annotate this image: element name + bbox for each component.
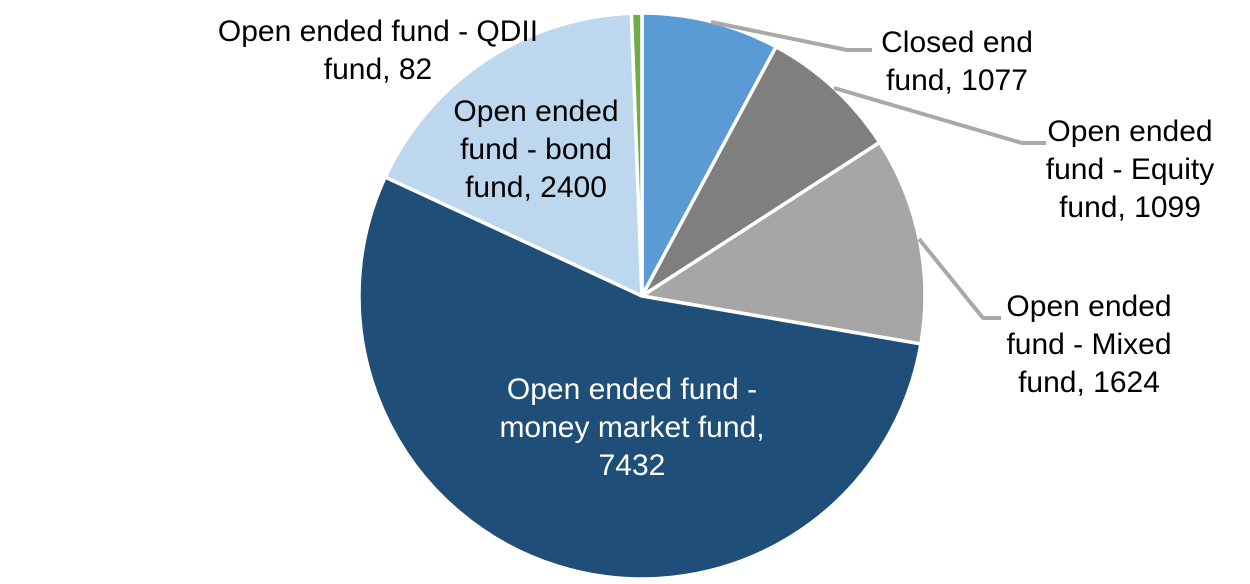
pie-slice-open-ended-fund-bond-fund xyxy=(383,11,644,298)
label-line: fund, 1099 xyxy=(1059,191,1201,224)
leader-line-mixed-fund xyxy=(917,237,1001,320)
label-line: fund - Mixed xyxy=(1006,328,1172,361)
data-label-money-market-fund: Open ended fund - money market fund, 743… xyxy=(499,371,764,485)
label-line: Open ended xyxy=(1047,115,1213,148)
label-line: fund, 1077 xyxy=(886,64,1028,97)
leader-line-closed-end-fund xyxy=(710,20,872,52)
data-label-equity-fund: Open ended fund - Equity fund, 1099 xyxy=(1046,113,1214,227)
pie-slice-open-ended-fund-qdii-fund xyxy=(629,11,644,298)
label-line: fund, 2400 xyxy=(465,171,607,204)
pie-slice-open-ended-fund-equity-fund xyxy=(640,45,882,298)
label-line: Closed end xyxy=(881,26,1033,59)
label-line: 7432 xyxy=(598,449,666,482)
pie-slice-open-ended-fund-money-market-fund xyxy=(357,175,923,581)
label-line: fund, 1624 xyxy=(1018,366,1160,399)
data-label-mixed-fund: Open ended fund - Mixed fund, 1624 xyxy=(1006,288,1171,402)
label-line: Open ended xyxy=(453,95,619,128)
data-label-qdii-fund: Open ended fund - QDII fund, 82 xyxy=(218,13,538,89)
label-line: fund, 82 xyxy=(323,53,433,86)
label-line: fund - Equity xyxy=(1045,153,1215,186)
label-line: fund - bond xyxy=(460,133,612,166)
label-line: Open ended fund - xyxy=(506,373,758,406)
leader-line-equity-fund xyxy=(833,86,1046,145)
data-label-bond-fund: Open ended fund - bond fund, 2400 xyxy=(453,93,618,207)
label-line: money market fund, xyxy=(499,411,765,444)
data-label-closed-end-fund: Closed end fund, 1077 xyxy=(881,24,1033,100)
label-line: Open ended fund - QDII xyxy=(217,15,539,48)
label-line: Open ended xyxy=(1006,290,1172,323)
